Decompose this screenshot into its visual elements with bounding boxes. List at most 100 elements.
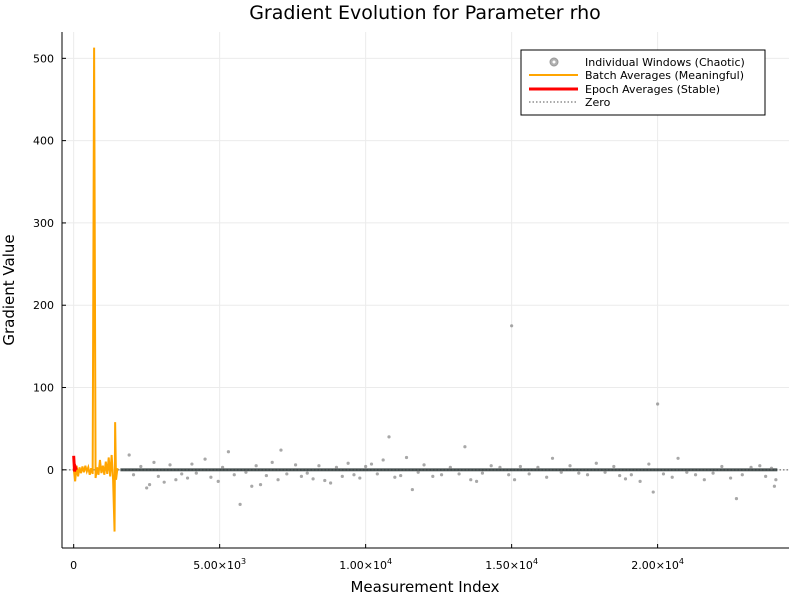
scatter-point — [352, 473, 356, 477]
legend-marker-scatter-dot — [552, 60, 556, 64]
scatter-point — [254, 464, 258, 468]
x-tick-label: 0 — [70, 559, 77, 572]
scatter-point — [185, 476, 190, 480]
scatter-point — [387, 435, 391, 439]
scatter-point — [346, 461, 350, 465]
scatter-point — [431, 474, 435, 479]
scatter-point — [702, 478, 706, 482]
scatter-point — [480, 471, 485, 475]
scatter-point — [638, 479, 642, 483]
legend-box — [520, 49, 766, 116]
scatter-point — [305, 471, 309, 475]
x-tick-exponent: 4 — [533, 557, 538, 566]
scatter-point — [559, 470, 563, 474]
scatter-point — [399, 473, 403, 478]
scatter-point — [258, 483, 263, 487]
y-tick-label: 200 — [33, 299, 54, 312]
scatter-point — [518, 464, 522, 469]
scatter-point — [238, 502, 242, 506]
scatter-point — [317, 464, 321, 468]
scatter-point — [156, 474, 160, 479]
scatter-point — [720, 464, 724, 469]
scatter-point — [618, 473, 622, 478]
legend: Individual Windows (Chaotic) Batch Avera… — [520, 49, 766, 116]
scatter-dense-band — [120, 468, 778, 472]
scatter-point — [203, 457, 207, 461]
scatter-point — [498, 465, 502, 469]
scatter-point — [220, 465, 225, 469]
scatter-point — [512, 478, 517, 482]
x-tick-label: 1.00×104 — [339, 557, 392, 572]
scatter-point — [250, 484, 254, 488]
scatter-point — [647, 462, 651, 466]
scatter-point — [527, 472, 531, 476]
scatter-point — [769, 466, 774, 470]
scatter-point — [311, 477, 315, 481]
batch-averages-series — [72, 47, 119, 532]
scatter-point — [264, 473, 268, 478]
scatter-point — [774, 478, 778, 482]
scatter-point — [340, 474, 344, 479]
scatter-point — [369, 462, 374, 466]
legend-label-batch: Batch Averages (Meaningful) — [585, 69, 744, 82]
scatter-point — [226, 450, 231, 454]
scatter-point — [510, 324, 514, 328]
scatter-point — [152, 460, 156, 465]
scatter-point — [612, 464, 616, 469]
scatter-point — [174, 478, 178, 482]
scatter-point — [190, 462, 194, 466]
scatter-point — [216, 479, 220, 483]
scatter-point — [629, 473, 633, 477]
scatter-point — [375, 472, 379, 476]
y-axis-label: Gradient Value — [0, 234, 18, 345]
x-axis-label: Measurement Index — [350, 578, 499, 596]
scatter-point — [194, 471, 198, 475]
scatter-point — [162, 480, 166, 484]
scatter-point — [661, 472, 666, 476]
scatter-point — [507, 473, 511, 477]
scatter-point — [489, 464, 493, 468]
y-axis-ticks: 0 100 200 300 400 500 — [33, 52, 66, 477]
legend-label-epoch: Epoch Averages (Stable) — [585, 83, 720, 96]
scatter-point — [209, 475, 213, 479]
scatter-point — [656, 402, 660, 406]
scatter-point — [463, 445, 467, 449]
scatter-point — [139, 464, 143, 469]
scatter-point — [474, 479, 479, 483]
scatter-point — [323, 478, 327, 483]
x-tick-label: 1.50×104 — [485, 557, 538, 572]
scatter-point — [758, 464, 762, 468]
scatter-point — [734, 497, 739, 501]
scatter-point — [334, 465, 339, 469]
scatter-point — [749, 465, 753, 469]
scatter-point — [276, 478, 280, 482]
scatter-point — [232, 473, 236, 477]
x-tick-exponent: 4 — [679, 557, 684, 566]
y-tick-label: 400 — [33, 135, 54, 148]
x-tick-label: 2.00×104 — [631, 557, 684, 572]
scatter-point — [603, 470, 607, 474]
scatter-point — [285, 472, 289, 476]
scatter-point — [147, 483, 152, 487]
plot-background — [62, 32, 789, 548]
scatter-point — [279, 448, 283, 452]
scatter-point — [244, 470, 248, 474]
batch-average-line — [72, 47, 119, 532]
scatter-point — [764, 474, 768, 479]
x-axis-ticks: 0 5.00×103 1.00×104 1.50×104 2.00×104 — [70, 544, 684, 572]
scatter-point — [772, 484, 777, 488]
scatter-point — [131, 473, 136, 477]
scatter-point — [439, 473, 444, 477]
scatter-point — [299, 474, 304, 479]
legend-label-zero: Zero — [585, 96, 611, 109]
x-tick-exponent: 3 — [241, 557, 246, 566]
scatter-point — [127, 453, 131, 457]
scatter-point — [293, 463, 298, 467]
legend-label-individual: Individual Windows (Chaotic) — [585, 56, 745, 69]
scatter-point — [393, 475, 397, 479]
scatter-point — [585, 473, 590, 477]
scatter-point — [729, 476, 733, 480]
scatter-point — [685, 470, 689, 474]
scatter-point — [469, 478, 473, 482]
